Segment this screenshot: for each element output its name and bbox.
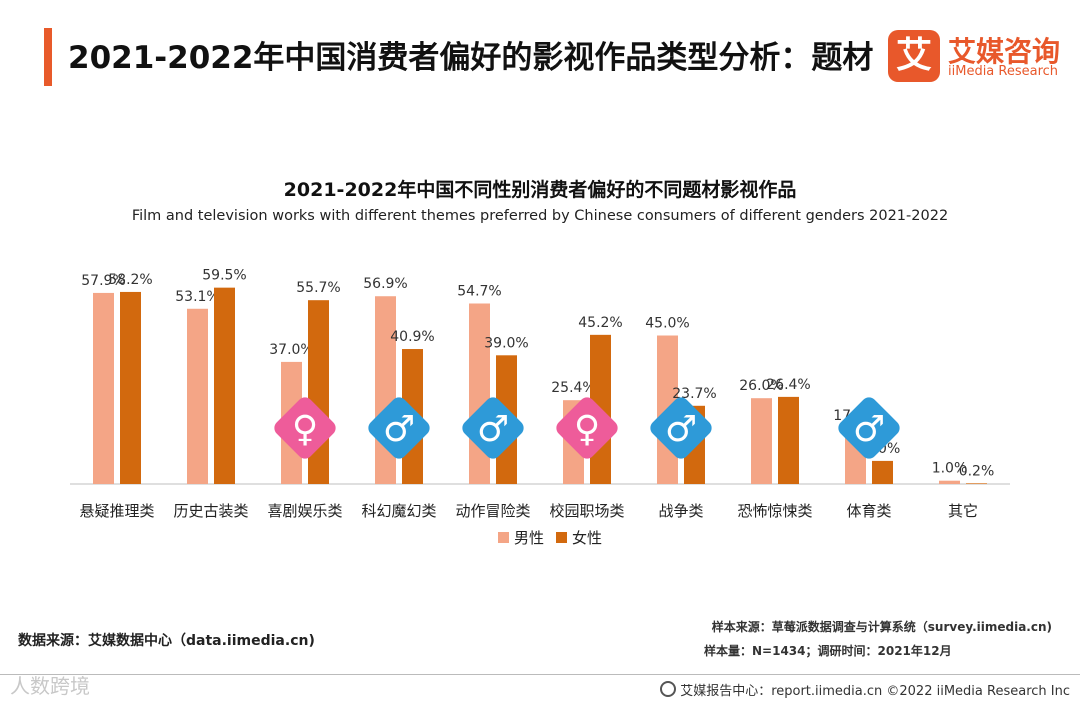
- gender-icon-symbol: ♂: [477, 409, 509, 450]
- sample-source: 样本来源：草莓派数据调查与计算系统（survey.iimedia.cn): [711, 620, 1052, 634]
- bar-female-1: [214, 287, 235, 484]
- legend-swatch-male: [498, 532, 509, 543]
- logo-name-en: iiMedia Research: [948, 64, 1059, 79]
- gender-icon-diamond: [556, 397, 618, 459]
- data-label-male-0: 57.9%: [81, 273, 125, 289]
- x-tick-label-9: 其它: [948, 502, 978, 520]
- sample-info: 样本量：N=1434；调研时间：2021年12月: [704, 644, 952, 658]
- gender-icon-symbol: ♂: [665, 409, 697, 450]
- logo-name-cn: 艾媒咨询: [948, 35, 1061, 68]
- x-tick-label-6: 战争类: [658, 502, 703, 520]
- x-tick-label-1: 历史古装类: [173, 502, 248, 520]
- data-label-female-7: 26.4%: [766, 377, 810, 393]
- female-symbol-icon: ♀: [274, 397, 336, 459]
- data-label-female-2: 55.7%: [296, 280, 340, 296]
- data-label-male-3: 56.9%: [363, 276, 407, 292]
- gender-icon-symbol: ♀: [574, 409, 600, 450]
- bar-male-1: [187, 308, 208, 484]
- x-tick-label-7: 恐怖惊悚类: [737, 502, 812, 520]
- bar-male-3: [375, 296, 396, 484]
- male-symbol-icon: ♂: [838, 397, 900, 459]
- legend-swatch-female: [556, 532, 567, 543]
- data-label-male-7: 26.0%: [739, 378, 783, 394]
- data-label-male-1: 53.1%: [175, 289, 219, 305]
- bar-male-0: [93, 292, 114, 484]
- x-tick-label-4: 动作冒险类: [455, 502, 530, 520]
- x-tick-label-2: 喜剧娱乐类: [267, 502, 342, 520]
- data-label-female-0: 58.2%: [108, 272, 152, 288]
- gender-icon-diamond: [368, 397, 430, 459]
- data-label-female-1: 59.5%: [202, 268, 246, 284]
- data-label-female-5: 45.2%: [578, 315, 622, 331]
- report-center-text: 艾媒报告中心：report.iimedia.cn ©2022 iiMedia R…: [680, 684, 1070, 699]
- gender-icon-symbol: ♀: [292, 409, 318, 450]
- x-tick-label-0: 悬疑推理类: [79, 502, 154, 520]
- male-symbol-icon: ♂: [462, 397, 524, 459]
- logo-mark-icon: 艾: [888, 30, 940, 82]
- report-center: 艾媒报告中心：report.iimedia.cn ©2022 iiMedia R…: [660, 680, 1070, 699]
- female-symbol-icon: ♀: [556, 397, 618, 459]
- gender-icon-diamond: [462, 397, 524, 459]
- footer-divider: [0, 674, 1080, 675]
- gender-icon-symbol: ♂: [853, 409, 885, 450]
- bar-female-8: [872, 460, 893, 484]
- bar-female-9: [966, 483, 987, 484]
- bar-male-9: [939, 480, 960, 484]
- bar-female-2: [308, 300, 329, 484]
- data-label-female-3: 40.9%: [390, 329, 434, 345]
- chart-title: 2021-2022年中国不同性别消费者偏好的不同题材影视作品: [283, 179, 797, 201]
- data-label-female-4: 39.0%: [484, 335, 528, 351]
- data-label-male-5: 25.4%: [551, 380, 595, 396]
- legend-label-female: 女性: [572, 529, 602, 547]
- gender-icon-diamond: [838, 397, 900, 459]
- data-label-male-4: 54.7%: [457, 283, 501, 299]
- x-tick-label-8: 体育类: [846, 502, 891, 520]
- brand-logo[interactable]: 艾 艾媒咨询 iiMedia Research: [888, 30, 1068, 82]
- legend-label-male: 男性: [514, 529, 544, 547]
- watermark-text: 人数跨境: [10, 674, 90, 698]
- bar-female-7: [778, 396, 799, 484]
- chart-subtitle: Film and television works with different…: [131, 208, 949, 224]
- x-tick-label-5: 校园职场类: [549, 502, 624, 520]
- male-symbol-icon: ♂: [650, 397, 712, 459]
- gender-icon-diamond: [650, 397, 712, 459]
- title-accent-bar: [44, 28, 52, 86]
- page-title: 2021-2022年中国消费者偏好的影视作品类型分析：题材: [68, 40, 874, 76]
- bar-male-7: [751, 398, 772, 484]
- data-label-male-9: 1.0%: [932, 461, 968, 477]
- data-label-male-6: 45.0%: [645, 316, 689, 332]
- globe-icon: [660, 681, 677, 697]
- data-source: 数据来源：艾媒数据中心（data.iimedia.cn): [18, 633, 315, 649]
- x-tick-label-3: 科幻魔幻类: [361, 502, 436, 520]
- data-label-male-2: 37.0%: [269, 342, 313, 358]
- bar-female-0: [120, 291, 141, 484]
- bar-male-4: [469, 303, 490, 484]
- data-label-female-9: 0.2%: [959, 463, 995, 479]
- gender-icon-diamond: [274, 397, 336, 459]
- male-symbol-icon: ♂: [368, 397, 430, 459]
- gender-icon-symbol: ♂: [383, 409, 415, 450]
